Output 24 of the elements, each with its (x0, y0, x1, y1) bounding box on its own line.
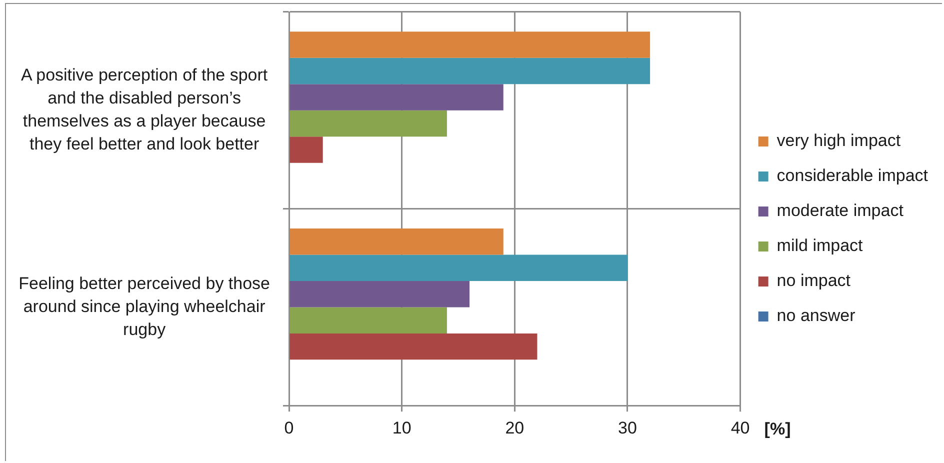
bar (290, 110, 447, 137)
bar (290, 254, 628, 281)
bar (290, 84, 504, 110)
legend-label: mild impact (776, 236, 864, 256)
x-tick-label: 40 (730, 418, 750, 438)
bar (290, 228, 504, 255)
y-tick-label: A positive perception of the sport and the disabled person’s themselves as a player because they feel better and look better (20, 66, 268, 154)
legend-label: no answer (776, 306, 856, 326)
x-axis-title: [%] (764, 419, 791, 438)
bar (290, 307, 447, 334)
x-tick-label: 30 (618, 418, 637, 438)
bar (290, 333, 538, 360)
bar (290, 58, 650, 84)
bar (290, 280, 470, 308)
x-tick-label: 0 (284, 418, 294, 438)
bar (290, 136, 323, 163)
x-tick-label: 10 (392, 418, 412, 438)
legend-label: considerable impact (776, 166, 928, 186)
legend-label: moderate impact (776, 201, 904, 220)
y-tick-label: Feeling better perceived by those around since playing wheelchair rugby (18, 274, 270, 339)
bar (290, 32, 650, 58)
x-tick-label: 20 (505, 418, 524, 438)
legend-label: no impact (776, 271, 851, 290)
legend-label: very high impact (776, 131, 901, 150)
